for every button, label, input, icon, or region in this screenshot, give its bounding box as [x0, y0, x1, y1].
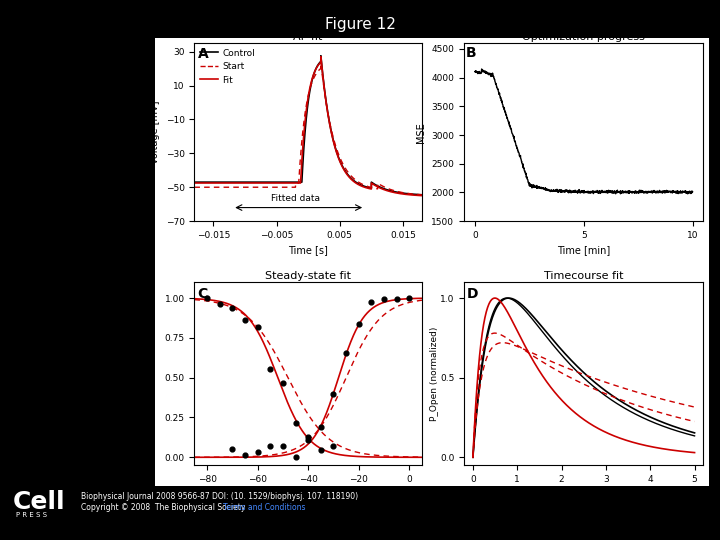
- Point: [289, 419, 301, 428]
- Fit: [277, 180, 286, 186]
- Text: A: A: [197, 46, 208, 60]
- Line: Fit: Fit: [194, 57, 422, 195]
- Control: [418, 192, 426, 198]
- Y-axis label: Voltage [mV]: Voltage [mV]: [150, 100, 160, 164]
- Point: [341, 348, 352, 357]
- Point: [202, 294, 213, 302]
- Title: AP fit: AP fit: [294, 32, 323, 43]
- Fit: [216, 180, 225, 186]
- Fit: [413, 192, 422, 199]
- X-axis label: Time [ms]: Time [ms]: [559, 490, 608, 500]
- Start: [389, 187, 397, 193]
- Point: [239, 315, 251, 324]
- Text: Terms and Conditions: Terms and Conditions: [223, 503, 306, 512]
- Point: [227, 304, 238, 313]
- Text: Figure 12: Figure 12: [325, 17, 395, 32]
- Start: [190, 184, 199, 191]
- Legend: Control, Start, Fit: Control, Start, Fit: [199, 48, 256, 85]
- Control: [277, 179, 286, 185]
- Point: [264, 365, 276, 374]
- Fit: [389, 189, 397, 195]
- Point: [391, 295, 402, 303]
- X-axis label: Voltage [mV]: Voltage [mV]: [276, 490, 340, 500]
- Control: [216, 179, 225, 185]
- Point: [315, 422, 327, 431]
- Control: [230, 179, 238, 185]
- Title: Optimization progress: Optimization progress: [522, 32, 645, 43]
- Point: [328, 442, 339, 451]
- Text: D: D: [467, 287, 478, 301]
- Start: [216, 184, 225, 191]
- Control: [317, 52, 325, 59]
- Text: Biophysical Journal 2008 9566-87 DOI: (10. 1529/biophysj. 107. 118190): Biophysical Journal 2008 9566-87 DOI: (1…: [81, 492, 358, 502]
- Point: [239, 451, 251, 460]
- Point: [302, 433, 314, 441]
- Text: Fitted data: Fitted data: [271, 194, 320, 203]
- Point: [227, 444, 238, 453]
- Point: [277, 378, 289, 387]
- Control: [413, 191, 422, 198]
- Fit: [190, 180, 199, 186]
- Point: [302, 435, 314, 444]
- Text: B: B: [467, 46, 477, 60]
- Point: [289, 453, 301, 461]
- Point: [252, 323, 264, 332]
- Point: [403, 294, 415, 302]
- Text: Cell: Cell: [13, 490, 66, 514]
- Start: [413, 191, 422, 198]
- Start: [287, 184, 296, 191]
- X-axis label: Time [min]: Time [min]: [557, 245, 611, 255]
- Control: [190, 179, 199, 185]
- Title: Timecourse fit: Timecourse fit: [544, 272, 624, 281]
- Point: [252, 448, 264, 457]
- Text: P R E S S: P R E S S: [16, 512, 47, 518]
- Line: Control: Control: [194, 56, 422, 195]
- Fit: [230, 180, 238, 186]
- Y-axis label: MSE: MSE: [415, 122, 426, 143]
- Text: C: C: [197, 287, 207, 301]
- Y-axis label: P_Open (normalized): P_Open (normalized): [430, 327, 438, 421]
- Point: [378, 294, 390, 303]
- Start: [317, 60, 325, 66]
- Line: Start: Start: [194, 63, 422, 195]
- Point: [277, 442, 289, 451]
- Fit: [317, 53, 325, 60]
- Point: [214, 300, 225, 309]
- Start: [418, 192, 426, 198]
- Fit: [287, 180, 296, 186]
- Start: [277, 184, 286, 191]
- Point: [264, 442, 276, 450]
- X-axis label: Time [s]: Time [s]: [288, 245, 328, 255]
- Control: [389, 188, 397, 194]
- Title: Steady-state fit: Steady-state fit: [265, 272, 351, 281]
- Point: [328, 389, 339, 398]
- Fit: [418, 192, 426, 199]
- Text: Copyright © 2008  The Biophysical Society: Copyright © 2008 The Biophysical Society: [81, 503, 248, 512]
- Point: [315, 446, 327, 454]
- Start: [230, 184, 238, 191]
- Control: [287, 179, 296, 185]
- Point: [353, 320, 364, 328]
- Point: [366, 298, 377, 307]
